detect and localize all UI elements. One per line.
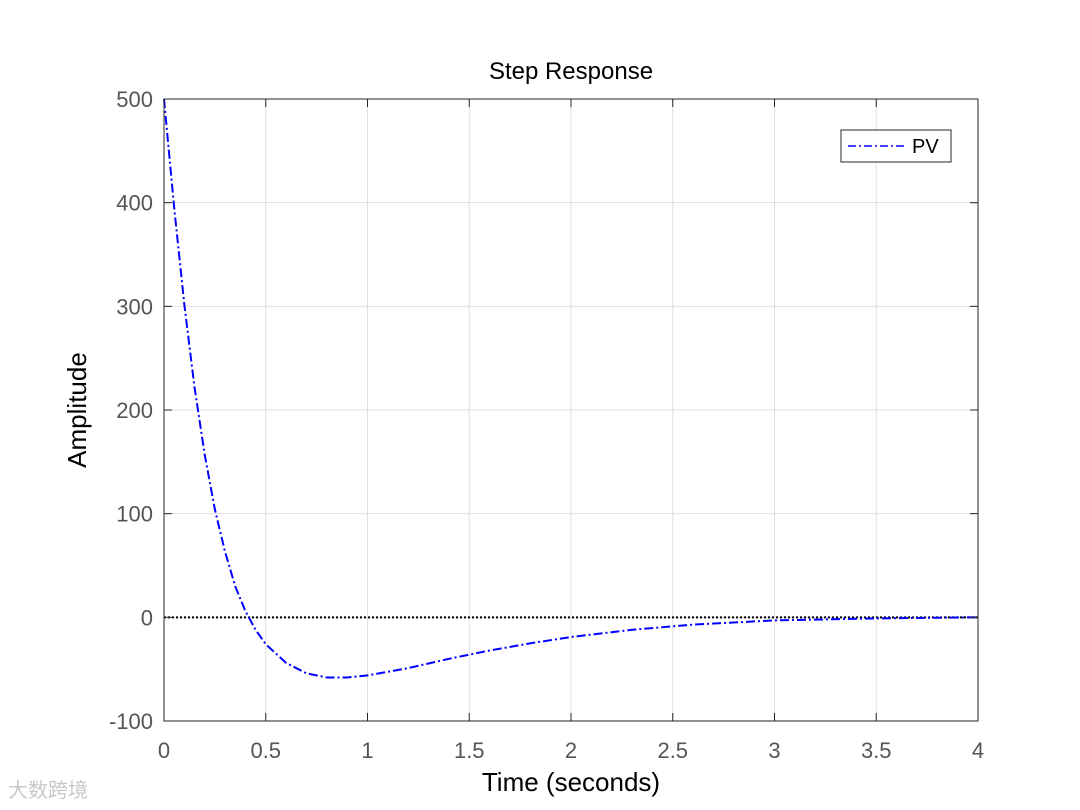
legend-label-pv: PV (912, 136, 939, 158)
series-line-pv (163, 98, 979, 679)
x-tick-label: 3 (768, 738, 780, 763)
y-tick-label: 400 (116, 191, 153, 216)
y-tick-label: 300 (116, 294, 153, 319)
x-axis-title: Time (seconds) (482, 767, 660, 797)
legend[interactable]: PV (840, 129, 952, 163)
x-tick-label: 3.5 (861, 738, 892, 763)
watermark: 大数跨境 (8, 778, 88, 802)
x-tick-label: 4 (972, 738, 984, 763)
x-tick-label: 0 (158, 738, 170, 763)
x-tick-label: 0.5 (250, 738, 281, 763)
y-tick-label: 200 (116, 398, 153, 423)
x-tick-label: 2 (565, 738, 577, 763)
x-tick-label: 1 (361, 738, 373, 763)
y-axis-title: Amplitude (62, 352, 92, 468)
x-tick-label: 2.5 (657, 738, 688, 763)
x-tick-label: 1.5 (454, 738, 485, 763)
y-tick-label: 500 (116, 87, 153, 112)
series-lines (163, 98, 979, 679)
x-tick-labels: 0 0.5 1 1.5 2 2.5 3 3.5 4 (158, 738, 984, 763)
y-tick-labels: -100 0 100 200 300 400 500 (109, 87, 153, 734)
axis-ticks (163, 98, 979, 722)
y-tick-label: 100 (116, 502, 153, 527)
y-tick-label: -100 (109, 709, 153, 734)
chart-title: Step Response (489, 58, 653, 85)
y-tick-label: 0 (141, 605, 153, 630)
